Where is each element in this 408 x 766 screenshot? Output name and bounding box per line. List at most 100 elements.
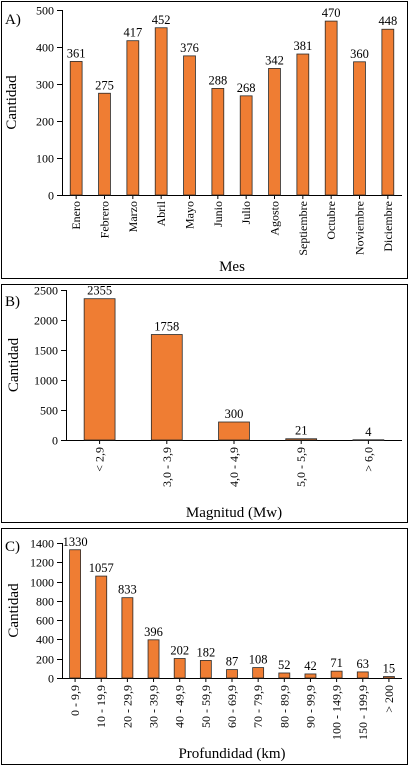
x-tick-label: > 6,0 (361, 447, 375, 472)
x-axis-title: Mes (219, 259, 245, 275)
chart-panel-a: A) 0 100 200 300 400 500 361 Enero 275 Febrero 417 M… (1, 1, 408, 279)
x-tick-label: 100 - 149,9 (330, 685, 344, 740)
x-tick-label: 50 - 59,9 (199, 685, 213, 728)
data-label: 108 (249, 653, 268, 667)
bar (352, 439, 385, 441)
x-tick-label: Septiembre (296, 201, 310, 256)
bar (226, 669, 238, 679)
x-tick-label: 60 - 69,9 (225, 685, 239, 728)
x-tick-label: Abril (154, 200, 168, 226)
y-axis-title: Cantidad (6, 337, 22, 392)
panel-letter: B) (5, 294, 20, 310)
bar (211, 88, 225, 196)
x-tick-label: Julio (239, 201, 253, 224)
y-tick-label: 100 (36, 152, 54, 166)
data-label: 833 (118, 583, 137, 597)
panel-letter: C) (5, 539, 20, 555)
x-tick-label: 5,0 - 5,9 (294, 447, 308, 487)
x-tick-label: Febrero (98, 201, 112, 238)
x-tick-label: 90 - 99,9 (303, 685, 317, 728)
data-label: 452 (152, 13, 171, 27)
y-tick-label: 500 (40, 404, 58, 418)
bar (383, 676, 395, 679)
chart-panel-c: C) 0 200 400 600 800 1000 1200 1400 1330 0 - 9,9 10… (1, 528, 408, 765)
y-tick-label: 1000 (34, 374, 58, 388)
y-tick-label: 300 (36, 78, 54, 92)
bar (268, 68, 281, 196)
data-label: 202 (170, 644, 189, 658)
data-label: 275 (95, 78, 114, 92)
x-tick-label: 30 - 39,9 (147, 685, 161, 728)
data-label: 417 (123, 26, 142, 40)
y-tick-label: 1000 (30, 576, 54, 590)
data-label: 52 (278, 658, 291, 672)
data-label: 470 (322, 6, 341, 20)
bar (353, 61, 366, 196)
y-axis-title: Cantidad (6, 583, 22, 638)
bar (83, 298, 116, 441)
data-label: 268 (237, 81, 256, 95)
panel-letter: A) (5, 12, 21, 28)
x-tick-label: 10 - 19,9 (94, 685, 108, 728)
data-label: 360 (350, 47, 369, 61)
data-label: 87 (226, 655, 239, 669)
x-tick-label: 20 - 29,9 (120, 685, 134, 728)
bar (154, 27, 168, 196)
bar (121, 597, 134, 679)
x-tick-label: Junio (211, 201, 225, 227)
x-tick-label: > 200 (382, 685, 396, 713)
data-label: 182 (196, 645, 215, 659)
y-tick-label: 0 (52, 434, 58, 448)
data-label: 448 (378, 14, 397, 28)
x-tick-label: Diciembre (381, 201, 395, 252)
data-label: 288 (208, 73, 227, 87)
bar (252, 667, 265, 679)
y-tick-label: 1400 (30, 537, 54, 551)
x-tick-label: 4,0 - 4,9 (227, 447, 241, 487)
data-label: 1758 (154, 320, 179, 334)
data-label: 1330 (63, 535, 88, 549)
y-tick-label: 1500 (34, 344, 58, 358)
data-label: 342 (265, 53, 284, 67)
x-tick-label: 3,0 - 3,9 (160, 447, 174, 487)
bar (95, 575, 108, 679)
bar (296, 53, 310, 196)
data-label: 361 (67, 46, 86, 60)
x-tick-label: Marzo (126, 201, 140, 232)
bar (285, 438, 318, 441)
bar (304, 673, 317, 679)
x-tick-label: < 2,9 (93, 447, 107, 472)
chart-panel-b: B) 0 500 1000 1500 2000 2500 2355 < 2,9 1758 3,0 -… (1, 284, 408, 523)
y-tick-label: 2500 (34, 284, 58, 298)
y-tick-label: 400 (36, 633, 54, 647)
x-tick-label: 0 - 9,9 (68, 685, 82, 716)
y-tick-label: 0 (48, 672, 54, 686)
x-tick-label: Mayo (183, 201, 197, 229)
y-tick-label: 400 (36, 41, 54, 55)
y-tick-label: 800 (36, 595, 54, 609)
data-label: 381 (293, 39, 312, 53)
y-tick-label: 500 (36, 4, 54, 18)
data-label: 21 (295, 424, 308, 438)
data-label: 15 (383, 662, 396, 676)
x-tick-label: Noviembre (353, 201, 367, 255)
x-tick-label: 150 - 199,9 (356, 685, 370, 740)
x-axis-title: Magnitud (Mw) (186, 505, 282, 521)
bar (330, 670, 343, 679)
y-tick-label: 1200 (30, 556, 54, 570)
x-tick-label: Agosto (268, 201, 282, 236)
data-label: 42 (304, 659, 317, 673)
bar (147, 639, 160, 679)
y-tick-label: 200 (36, 653, 54, 667)
bar (150, 334, 183, 441)
data-label: 63 (357, 657, 370, 671)
bar (218, 421, 250, 441)
data-label: 71 (330, 656, 343, 670)
bar (98, 92, 111, 196)
bar (278, 672, 291, 679)
bar (173, 658, 186, 679)
data-label: 376 (180, 41, 199, 55)
y-tick-label: 2000 (34, 314, 58, 328)
y-tick-label: 600 (36, 614, 54, 628)
